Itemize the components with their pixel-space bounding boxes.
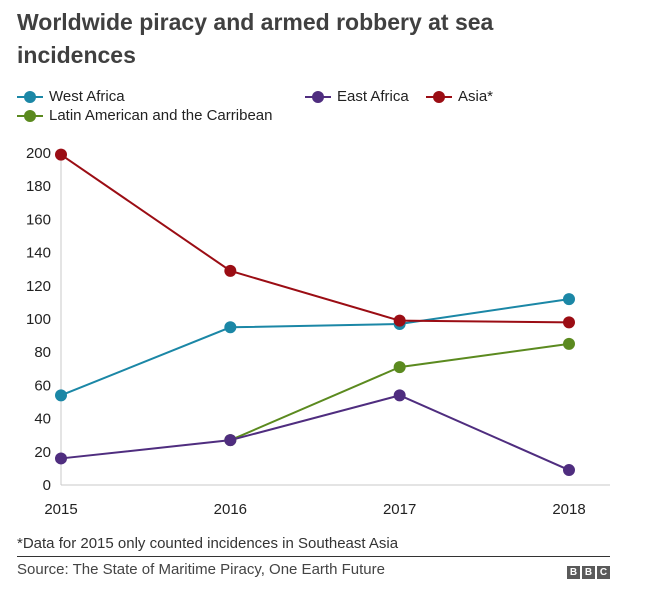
y-tick-label: 60 — [34, 377, 51, 394]
legend-marker-icon — [426, 90, 452, 103]
legend-item-latin-america: Latin American and the Carribean — [17, 107, 272, 124]
bbc-logo-letter: B — [567, 566, 580, 579]
y-tick-label: 180 — [26, 178, 51, 195]
legend-marker-icon — [17, 90, 43, 103]
data-point-asia — [393, 314, 406, 327]
data-point-asia — [563, 316, 575, 329]
data-point-east-africa — [224, 434, 237, 447]
data-point-latin-american-and-the-carribean — [393, 361, 406, 374]
data-point-latin-american-and-the-carribean — [563, 337, 575, 350]
series-line-east-africa — [60, 394, 570, 471]
source-text: Source: The State of Maritime Piracy, On… — [17, 561, 385, 578]
data-point-west-africa — [55, 389, 67, 402]
legend-item-east-africa: East Africa — [305, 88, 409, 105]
y-tick-label: 40 — [34, 411, 51, 428]
bbc-logo-letter: C — [597, 566, 610, 579]
data-point-east-africa — [55, 452, 67, 465]
legend-label: East Africa — [337, 88, 409, 105]
data-point-asia — [55, 148, 67, 161]
legend-item-west-africa: West Africa — [17, 88, 125, 105]
y-tick-label: 80 — [34, 344, 51, 361]
data-point-east-africa — [563, 464, 575, 477]
legend-item-asia: Asia* — [426, 88, 493, 105]
x-tick-label: 2017 — [383, 501, 416, 518]
data-point-east-africa — [393, 389, 406, 402]
chart-title: Worldwide piracy and armed robbery at se… — [17, 9, 494, 68]
y-tick-label: 120 — [26, 278, 51, 295]
y-tick-label: 200 — [26, 145, 51, 162]
data-point-west-africa — [563, 293, 575, 306]
data-point-asia — [224, 264, 237, 277]
legend-marker-icon — [17, 109, 43, 122]
y-tick-label: 160 — [26, 211, 51, 228]
legend-marker-icon — [305, 90, 331, 103]
bbc-logo: B B C — [567, 566, 610, 579]
legend-label: West Africa — [49, 88, 125, 105]
y-tick-label: 0 — [43, 477, 51, 494]
x-tick-label: 2016 — [214, 501, 247, 518]
x-tick-label: 2015 — [44, 501, 77, 518]
y-tick-label: 100 — [26, 311, 51, 328]
y-tick-label: 140 — [26, 245, 51, 262]
x-tick-label: 2018 — [552, 501, 585, 518]
y-tick-label: 20 — [34, 444, 51, 461]
legend-label: Latin American and the Carribean — [49, 107, 273, 124]
chart-footnote: *Data for 2015 only counted incidences i… — [17, 535, 399, 552]
data-point-west-africa — [224, 321, 237, 334]
legend-label: Asia* — [458, 88, 494, 105]
line-chart: 0 20 40 60 80 100 120 140 160 180 200 2015 2016 2017 2… — [26, 145, 610, 518]
series-line-asia — [60, 153, 570, 324]
footer-divider — [17, 556, 610, 557]
bbc-logo-letter: B — [582, 566, 595, 579]
series-line-west-africa — [60, 298, 570, 397]
